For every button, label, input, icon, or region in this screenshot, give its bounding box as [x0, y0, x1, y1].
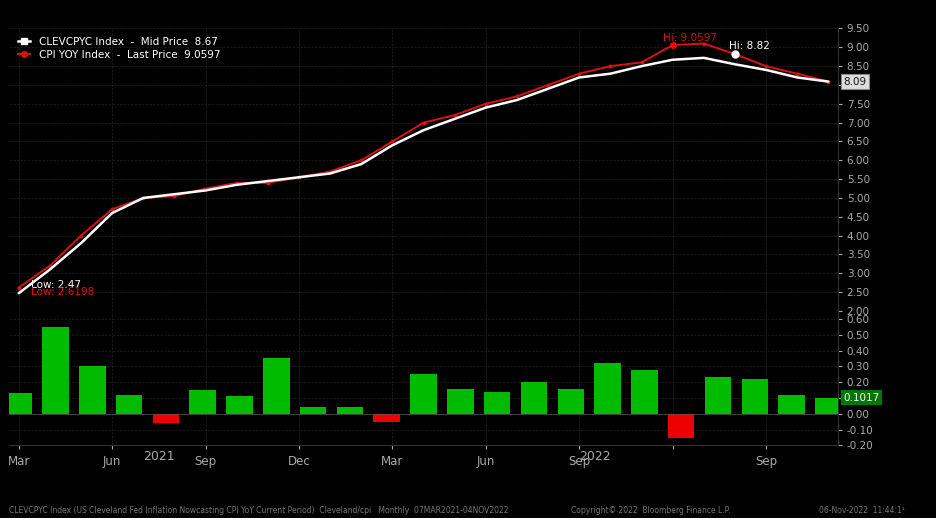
Bar: [484, 392, 510, 414]
Bar: [337, 408, 363, 414]
Text: 2022: 2022: [579, 450, 610, 463]
Bar: [741, 379, 768, 414]
Bar: [79, 366, 106, 414]
Bar: [631, 369, 658, 414]
Text: 8.09: 8.09: [843, 77, 867, 87]
Text: CLEVCPYC Index (US Cleveland Fed Inflation Nowcasting CPI YoY Current Period)  C: CLEVCPYC Index (US Cleveland Fed Inflati…: [9, 507, 509, 515]
Text: Low: 2.6198: Low: 2.6198: [31, 287, 95, 297]
Bar: [558, 388, 584, 414]
Text: 0.1017: 0.1017: [843, 393, 880, 402]
Bar: [447, 388, 474, 414]
Bar: [815, 398, 841, 414]
Bar: [668, 414, 695, 438]
Text: Low: 2.47: Low: 2.47: [31, 280, 81, 290]
Bar: [189, 390, 216, 414]
Text: Hi: 9.0597: Hi: 9.0597: [664, 33, 717, 42]
Bar: [410, 375, 437, 414]
Bar: [42, 327, 68, 414]
Text: 2021: 2021: [143, 450, 175, 463]
Bar: [520, 382, 548, 414]
Bar: [300, 408, 327, 414]
Bar: [779, 395, 805, 414]
Bar: [6, 393, 32, 414]
Text: 06-Nov-2022  11:44:1¹: 06-Nov-2022 11:44:1¹: [819, 507, 905, 515]
Bar: [373, 414, 400, 422]
Bar: [263, 358, 289, 414]
Bar: [594, 363, 621, 414]
Text: Hi: 8.82: Hi: 8.82: [729, 41, 769, 51]
Bar: [227, 396, 253, 414]
Bar: [705, 378, 731, 414]
Legend: CLEVCPYC Index  -  Mid Price  8.67, CPI YOY Index  -  Last Price  9.0597: CLEVCPYC Index - Mid Price 8.67, CPI YOY…: [15, 34, 223, 63]
Text: Copyright© 2022  Bloomberg Finance L.P.: Copyright© 2022 Bloomberg Finance L.P.: [571, 507, 730, 515]
Bar: [116, 395, 142, 414]
Bar: [153, 414, 179, 423]
